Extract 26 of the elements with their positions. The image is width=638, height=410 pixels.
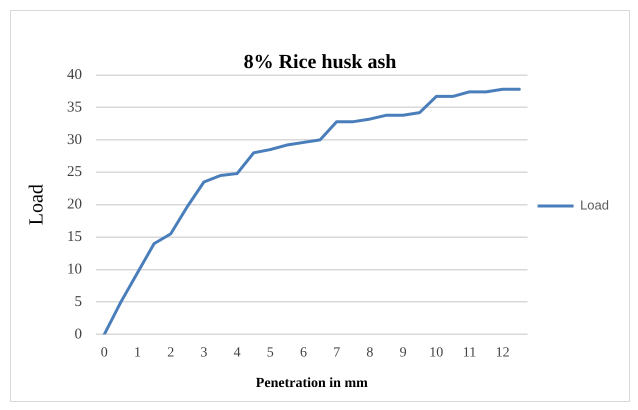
y-tick-label: 20 (67, 196, 82, 213)
x-tick-label: 9 (400, 345, 407, 360)
y-tick-label: 5 (74, 294, 82, 310)
x-tick-label: 7 (333, 345, 340, 360)
y-axis-title: Load (25, 184, 48, 226)
x-tick-label: 10 (429, 345, 444, 360)
x-axis-title: Penetration in mm (256, 376, 368, 392)
y-tick-label: 30 (67, 132, 82, 148)
x-tick-label: 12 (496, 345, 510, 360)
y-tick-label: 10 (67, 261, 82, 278)
x-tick-label: 2 (167, 345, 174, 360)
x-tick-label: 6 (300, 345, 307, 360)
y-tick-label: 0 (74, 326, 82, 342)
x-tick-label: 8 (366, 345, 374, 360)
x-tick-label: 5 (266, 345, 274, 360)
x-tick-label: 4 (234, 345, 241, 360)
y-tick-label: 35 (67, 99, 82, 116)
y-tick-label: 40 (67, 66, 82, 83)
x-tick-label: 3 (200, 345, 208, 360)
x-tick-label: 1 (134, 345, 141, 360)
legend-label: Load (580, 198, 609, 213)
x-tick-label: 0 (100, 345, 108, 360)
y-tick-label: 15 (67, 229, 82, 246)
chart-title: 8% Rice husk ash (244, 51, 396, 74)
x-tick-label: 11 (462, 345, 476, 360)
y-tick-label: 25 (67, 164, 82, 180)
